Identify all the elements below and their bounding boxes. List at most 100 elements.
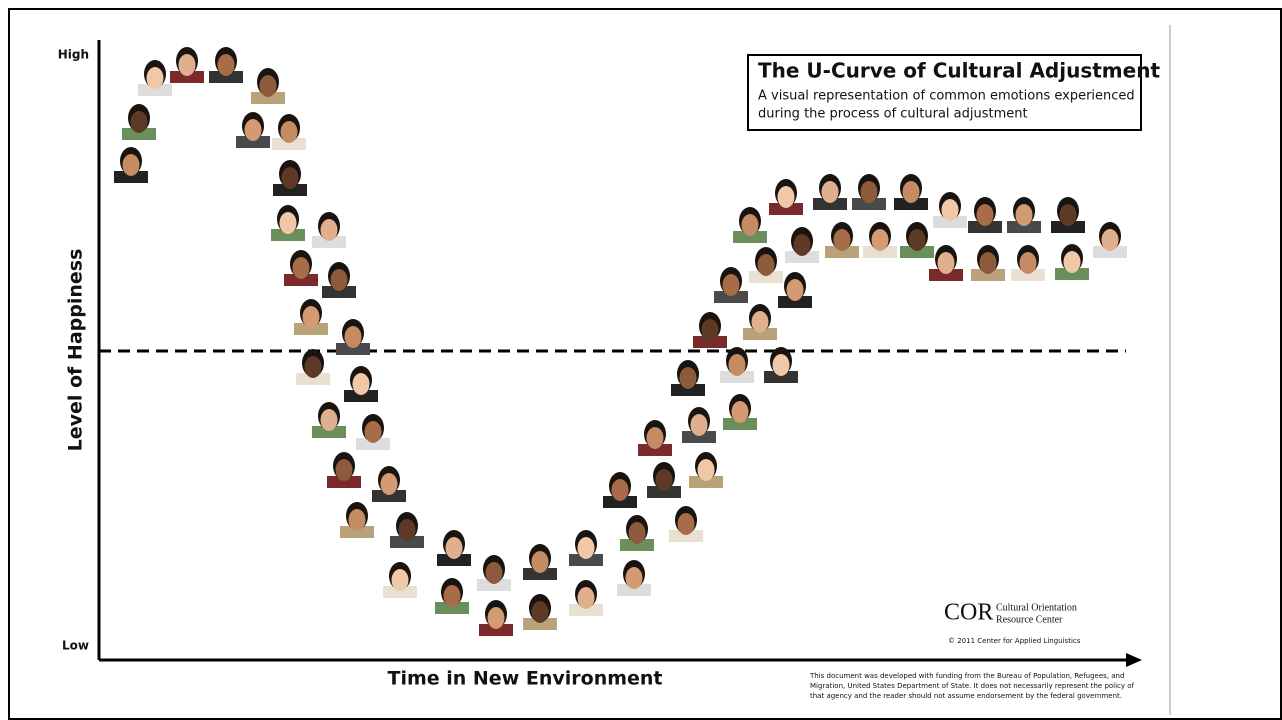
face	[698, 459, 715, 481]
face-photo	[1051, 197, 1085, 233]
face	[732, 401, 749, 423]
face-photo	[390, 512, 424, 548]
face	[626, 567, 643, 589]
logo-line: Resource Center	[996, 614, 1063, 625]
face	[612, 479, 629, 501]
face-photo	[669, 506, 703, 542]
face-photo	[272, 114, 306, 150]
face	[691, 414, 708, 436]
face	[678, 513, 695, 535]
face-photo	[356, 414, 390, 450]
face-photo	[714, 267, 748, 303]
face	[1102, 229, 1119, 251]
face	[282, 167, 299, 189]
face-photo	[209, 47, 243, 83]
face-photo	[383, 562, 417, 598]
face	[305, 356, 322, 378]
face-photo	[322, 262, 356, 298]
face-photo	[312, 402, 346, 438]
face	[647, 427, 664, 449]
face	[822, 181, 839, 203]
face	[179, 54, 196, 76]
face-photo	[1011, 245, 1045, 281]
face	[752, 311, 769, 333]
face-photo	[785, 227, 819, 263]
face-photo	[769, 179, 803, 215]
face	[321, 219, 338, 241]
face-photo	[1007, 197, 1041, 233]
face	[1060, 204, 1077, 226]
face-photo	[900, 222, 934, 258]
face-photo	[1093, 222, 1127, 258]
face	[773, 354, 790, 376]
faces	[114, 47, 1127, 636]
face-photo	[682, 407, 716, 443]
face	[218, 54, 235, 76]
face-photo	[523, 594, 557, 630]
face	[680, 367, 697, 389]
subtitle-line: A visual representation of common emotio…	[758, 89, 1135, 104]
face-photo	[671, 360, 705, 396]
face	[778, 186, 795, 208]
y-low-label: Low	[62, 639, 89, 653]
face-photo	[273, 160, 307, 196]
x-axis-arrow	[1126, 653, 1142, 667]
face	[345, 326, 362, 348]
face	[444, 585, 461, 607]
logo-mark: COR	[944, 600, 993, 626]
face-photo	[620, 515, 654, 551]
face	[942, 199, 959, 221]
face	[486, 562, 503, 584]
face	[446, 537, 463, 559]
page: High Low Level of Happiness Time in New …	[0, 0, 1282, 720]
face	[729, 354, 746, 376]
face	[532, 551, 549, 573]
title: The U-Curve of Cultural Adjustment	[758, 59, 1160, 83]
face-photo	[693, 312, 727, 348]
face-photo	[271, 205, 305, 241]
face-photo	[170, 47, 204, 83]
face	[381, 473, 398, 495]
face-photo	[138, 60, 172, 96]
face	[260, 75, 277, 97]
face-photo	[251, 68, 285, 104]
face	[794, 234, 811, 256]
face-photo	[437, 530, 471, 566]
face-photo	[778, 272, 812, 308]
y-axis-title: Level of Happiness	[65, 249, 87, 452]
face-photo	[569, 580, 603, 616]
face	[861, 181, 878, 203]
face-photo	[647, 462, 681, 498]
face	[977, 204, 994, 226]
face	[758, 254, 775, 276]
face	[131, 111, 148, 133]
face	[1020, 252, 1037, 274]
face	[578, 587, 595, 609]
face-photo	[122, 104, 156, 140]
face-photo	[114, 147, 148, 183]
face	[938, 252, 955, 274]
face	[1016, 204, 1033, 226]
face-photo	[477, 555, 511, 591]
face-photo	[294, 299, 328, 335]
face-photo	[344, 366, 378, 402]
face-photo	[723, 394, 757, 430]
face-photo	[933, 192, 967, 228]
face	[656, 469, 673, 491]
face	[629, 522, 646, 544]
disclaimer-line: This document was developed with funding…	[809, 672, 1124, 680]
face	[280, 212, 297, 234]
face-photo	[1055, 244, 1089, 280]
face-photo	[929, 245, 963, 281]
face-photo	[435, 578, 469, 614]
face	[742, 214, 759, 236]
face-photo	[603, 472, 637, 508]
logo-line: Cultural Orientation	[996, 602, 1077, 613]
face	[532, 601, 549, 623]
face-photo	[894, 174, 928, 210]
face-photo	[825, 222, 859, 258]
face	[303, 306, 320, 328]
face	[980, 252, 997, 274]
face	[702, 319, 719, 341]
face	[353, 373, 370, 395]
